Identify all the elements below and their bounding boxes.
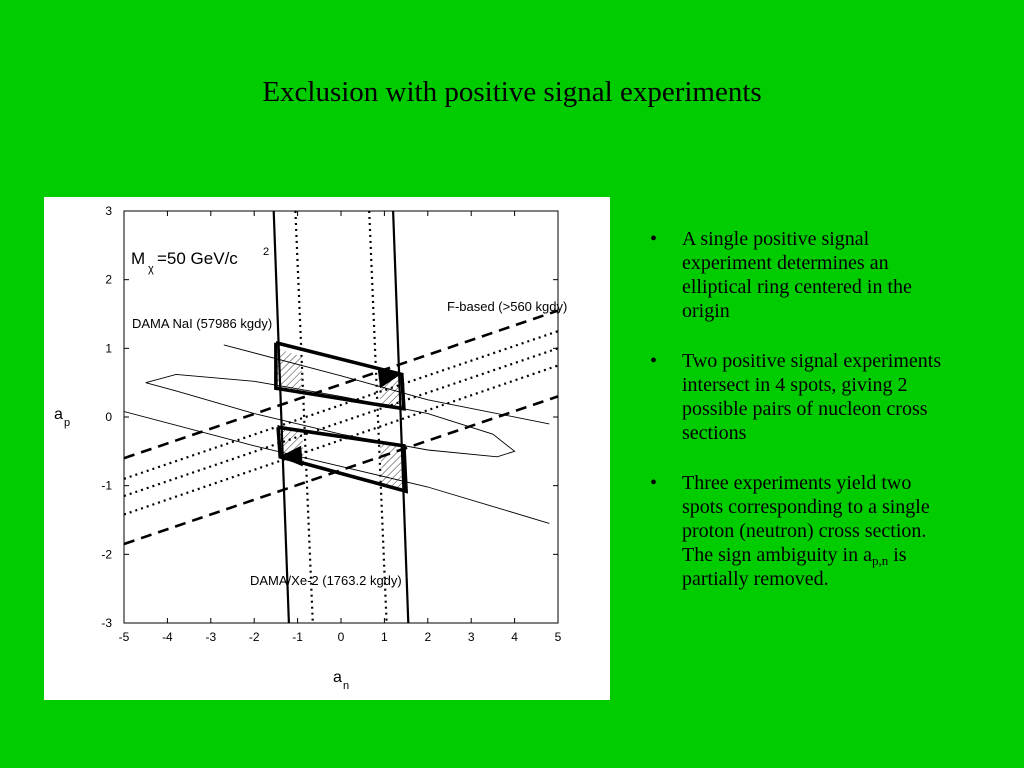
x-axis-label-sub: n: [343, 680, 349, 692]
bullet-dot: •: [650, 228, 658, 250]
bullet-dot: •: [650, 350, 658, 372]
series-dotted-line: [124, 364, 558, 516]
dama-nai-label: DAMA NaI (57986 kgdy): [132, 316, 272, 331]
bullet-list: • A single positive signal experiment de…: [650, 227, 950, 617]
bullet-item: • Three experiments yield two spots corr…: [650, 471, 950, 591]
y-tick-label: 2: [105, 273, 112, 287]
y-axis-label: a p: [54, 406, 70, 429]
x-tick-label: 2: [424, 630, 431, 644]
x-tick-label: -2: [249, 630, 260, 644]
x-tick-label: 3: [468, 630, 475, 644]
bullet-text: Three experiments yield two spots corres…: [682, 472, 930, 566]
slide-title: Exclusion with positive signal experimen…: [262, 76, 762, 108]
x-axis-label: a n: [333, 669, 349, 692]
y-axis-label-main: a: [54, 406, 63, 423]
chart-svg: -5 -4 -3 -2 -1 0 1 2 3 4 5 -3 -2 -1 0 1 2 3 M χ =50 GeV/c…: [54, 204, 567, 692]
series-dashed-line: [124, 395, 558, 546]
x-tick-label: -3: [205, 630, 216, 644]
x-tick-label: 5: [555, 630, 562, 644]
dama-xe-label: DAMA/Xe-2 (1763.2 kgdy): [250, 573, 402, 588]
series-dashed-line: [124, 309, 558, 460]
series-dotted-line: [368, 211, 388, 623]
series-solid-line: [392, 211, 410, 623]
y-tick-label: 3: [105, 204, 112, 218]
y-tick-label: -1: [101, 479, 112, 493]
bullet-text: Two positive signal experiments intersec…: [682, 350, 942, 444]
y-axis-label-sub: p: [64, 417, 70, 429]
x-tick-label: -1: [292, 630, 303, 644]
series-dotted-line: [294, 211, 314, 623]
series-solid-thin-line: [223, 344, 550, 425]
chart-figure: -5 -4 -3 -2 -1 0 1 2 3 4 5 -3 -2 -1 0 1 2 3 M χ =50 GeV/c…: [44, 197, 610, 700]
x-tick-label: -4: [162, 630, 173, 644]
mass-sub: χ: [148, 263, 154, 275]
bullet-text: A single positive signal experiment dete…: [682, 228, 912, 322]
y-tick-label: 0: [105, 410, 112, 424]
x-axis-label-main: a: [333, 669, 342, 686]
series-bold-box-line: [274, 341, 406, 411]
bullet-subscript: p,n: [871, 553, 889, 568]
y-tick-label: 1: [105, 341, 112, 355]
mass-body: =50 GeV/c: [157, 249, 238, 268]
solid-region: [377, 370, 401, 389]
f-based-label: F-based (>560 kgdy): [447, 299, 567, 314]
bullet-dot: •: [650, 472, 658, 494]
bullet-text-after: is partially removed.: [682, 544, 907, 590]
plot-frame: [123, 210, 559, 624]
series-bold-box-line: [276, 425, 409, 494]
y-tick-label: -2: [101, 547, 112, 561]
bullet-item: • Two positive signal experiments inters…: [650, 349, 950, 445]
series-solid-thin-line: [145, 373, 516, 458]
x-tick-label: 0: [338, 630, 345, 644]
x-tick-label: -5: [119, 630, 130, 644]
series-solid-line: [272, 211, 290, 623]
series-solid-thin-line: [124, 411, 550, 524]
x-tick-label: 1: [381, 630, 388, 644]
x-tick-label: 4: [511, 630, 518, 644]
mass-annotation: M χ =50 GeV/c 2: [131, 246, 269, 275]
series-dotted-line: [124, 330, 558, 480]
mass-sup: 2: [263, 246, 269, 258]
series-dotted-line: [124, 347, 558, 498]
bullet-item: • A single positive signal experiment de…: [650, 227, 950, 323]
y-tick-label: -3: [101, 616, 112, 630]
mass-prefix: M: [131, 249, 145, 268]
